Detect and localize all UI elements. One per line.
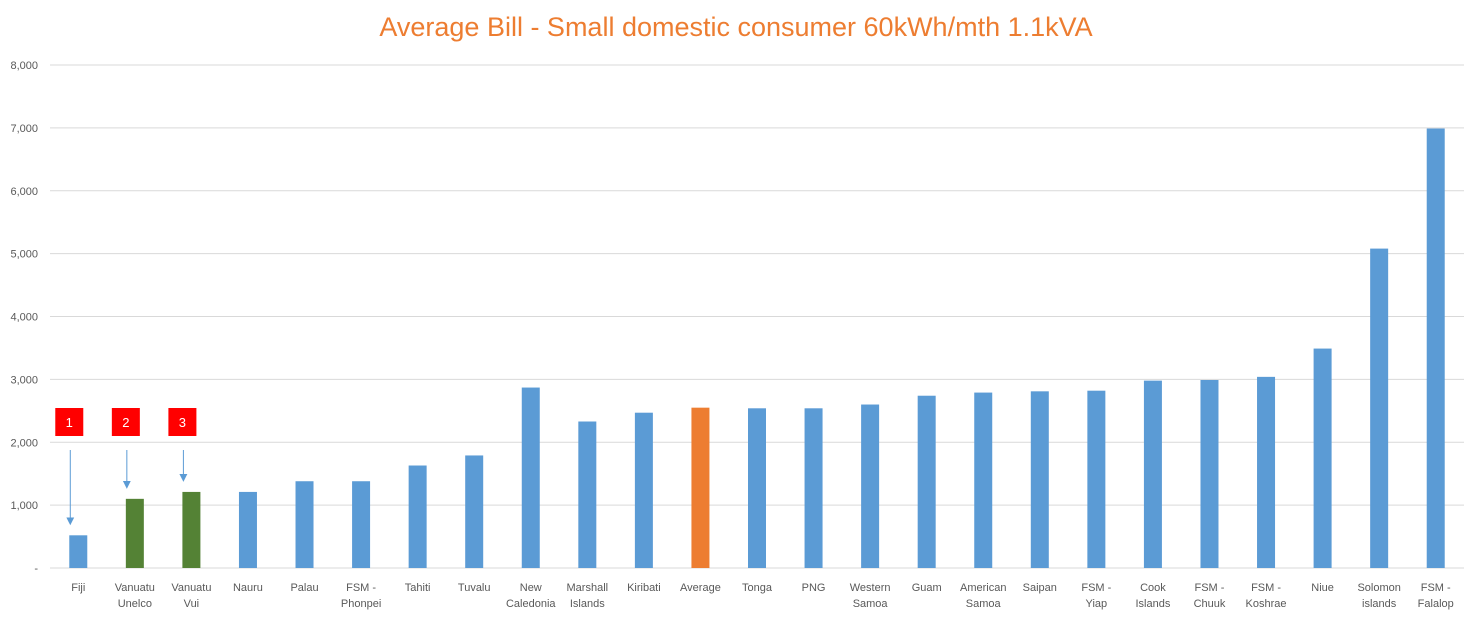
x-tick-label: Chuuk [1194,598,1226,610]
x-tick-label: Yiap [1086,598,1108,610]
bar [521,387,540,568]
x-tick-label: Islands [1135,598,1170,610]
bar [352,481,371,568]
bar [69,535,88,568]
x-tick-label: Vui [184,598,200,610]
bar [125,498,144,568]
x-tick-label: Unelco [118,598,152,610]
annotation-number: 2 [122,415,129,430]
bar [861,404,880,568]
bar [748,408,766,568]
x-tick-label: Tuvalu [458,582,491,594]
bar [182,491,201,568]
x-tick-label: FSM - [1251,582,1281,594]
bar [634,412,653,568]
y-tick-label: 6,000 [10,186,38,198]
bar [974,392,993,568]
bar [917,395,936,568]
bar [1030,391,1049,568]
x-tick-label: FSM - [1081,582,1111,594]
x-tick-label: PNG [802,582,826,594]
x-tick-label: Tahiti [405,582,431,594]
bar [1087,390,1106,568]
bar [1313,348,1332,568]
y-tick-label: 4,000 [10,312,38,324]
bar [804,408,823,568]
x-tick-label: FSM - [346,582,376,594]
y-tick-label: - [34,563,38,575]
annotation-box [55,408,84,436]
x-tick-label: Samoa [966,598,1002,610]
x-tick-label: FSM - [1195,582,1225,594]
bar [1370,248,1389,568]
y-tick-label: 2,000 [10,437,38,449]
x-tick-label: Vanuatu [171,582,211,594]
x-tick-label: Kiribati [627,582,661,594]
x-tick-label: Western [850,582,891,594]
x-tick-label: Nauru [233,582,263,594]
x-tick-label: Phonpei [341,598,381,610]
x-tick-label: Guam [912,582,942,594]
bar [1143,380,1162,568]
annotation-box [111,408,140,436]
x-tick-label: FSM - [1421,582,1451,594]
x-tick-label: Palau [290,582,318,594]
x-tick-label: Vanuatu [115,582,155,594]
x-tick-label: Caledonia [506,598,556,610]
x-tick-label: Falalop [1418,598,1454,610]
x-tick-label: Fiji [71,582,85,594]
y-tick-label: 8,000 [10,60,38,72]
bar [408,465,427,568]
bar [295,481,314,568]
x-tick-label: Solomon [1357,582,1400,594]
y-tick-label: 1,000 [10,500,38,512]
bar [578,421,597,568]
x-tick-label: Cook [1140,582,1166,594]
bar [465,455,484,568]
x-tick-label: Islands [570,598,605,610]
annotation-number: 3 [179,415,186,430]
x-tick-label: Niue [1311,582,1334,594]
y-tick-label: 5,000 [10,249,38,261]
chart-title: Average Bill - Small domestic consumer 6… [379,12,1093,42]
bar [1426,128,1445,568]
annotation-box [168,408,197,436]
bar [1257,376,1276,568]
x-tick-label: Average [680,582,721,594]
y-tick-label: 3,000 [10,374,38,386]
x-tick-label: Saipan [1023,582,1057,594]
x-tick-label: Marshall [567,582,609,594]
x-tick-label: New [520,582,542,594]
x-tick-label: Koshrae [1246,598,1287,610]
x-tick-label: Samoa [853,598,889,610]
x-tick-label: Tonga [742,582,773,594]
bar [1200,380,1219,568]
y-tick-label: 7,000 [10,123,38,135]
x-tick-label: islands [1362,598,1397,610]
bar [238,491,257,568]
annotation-number: 1 [66,415,73,430]
bar [691,407,710,568]
x-tick-label: American [960,582,1006,594]
